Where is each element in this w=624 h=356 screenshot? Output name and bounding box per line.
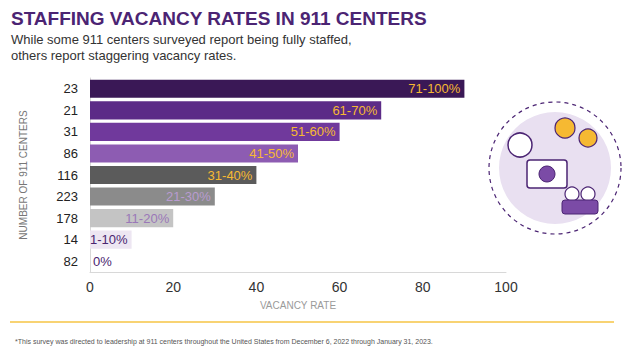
svg-text:others report staggering vacan: others report staggering vacancy rates. — [11, 48, 236, 63]
svg-text:0: 0 — [86, 279, 94, 295]
svg-text:60: 60 — [332, 279, 348, 295]
svg-text:11-20%: 11-20% — [125, 211, 169, 226]
svg-text:61-70%: 61-70% — [332, 103, 377, 118]
svg-text:51-60%: 51-60% — [291, 124, 336, 139]
svg-text:14: 14 — [64, 232, 78, 247]
svg-text:41-50%: 41-50% — [249, 146, 294, 161]
svg-text:NUMBER OF 911 CENTERS: NUMBER OF 911 CENTERS — [18, 110, 29, 240]
svg-text:20: 20 — [165, 279, 181, 295]
svg-text:*This survey was directed to l: *This survey was directed to leadership … — [15, 338, 433, 346]
svg-text:71-100%: 71-100% — [408, 81, 460, 96]
svg-text:23: 23 — [64, 81, 78, 96]
svg-text:80: 80 — [415, 279, 431, 295]
svg-text:86: 86 — [64, 146, 78, 161]
svg-text:100: 100 — [494, 279, 518, 295]
svg-text:82: 82 — [64, 254, 78, 269]
svg-text:0%: 0% — [93, 254, 112, 269]
svg-text:40: 40 — [249, 279, 265, 295]
svg-text:1-10%: 1-10% — [90, 232, 128, 247]
svg-text:VACANCY RATE: VACANCY RATE — [260, 300, 336, 311]
svg-text:31-40%: 31-40% — [208, 168, 253, 183]
svg-text:116: 116 — [57, 168, 78, 183]
svg-text:21: 21 — [64, 103, 78, 118]
svg-text:178: 178 — [56, 211, 78, 226]
svg-text:STAFFING VACANCY RATES IN 911: STAFFING VACANCY RATES IN 911 CENTERS — [11, 8, 427, 29]
svg-text:31: 31 — [64, 124, 78, 139]
svg-text:21-30%: 21-30% — [166, 189, 211, 204]
svg-text:While some 911 centers surveye: While some 911 centers surveyed report b… — [11, 32, 352, 47]
svg-text:223: 223 — [56, 189, 78, 204]
